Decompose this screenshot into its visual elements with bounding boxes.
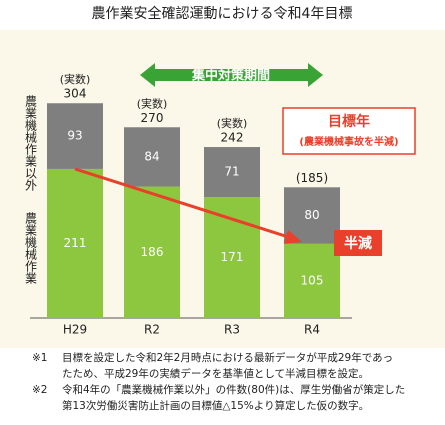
x-tick-label: R3 [224, 323, 240, 337]
bar-segment [124, 186, 180, 318]
trend-arrowhead [284, 229, 302, 244]
bar-segment [47, 103, 103, 169]
target-title: 目標年 [328, 113, 370, 130]
x-tick-label: R4 [304, 323, 320, 337]
period-arrow [140, 63, 323, 87]
legend-label: 農業機械作業 [24, 212, 38, 284]
total-label: (185) [296, 171, 328, 185]
note-line: たため、平成29年の実績データを基準値として半減目標を設定。 [62, 367, 369, 380]
total-label: 270 [141, 111, 164, 125]
segment-label: 105 [301, 273, 324, 287]
segment-label: 171 [221, 250, 244, 264]
note-line: 第13次労働災害防止計画の目標値△15%より算定した仮の数字。 [62, 399, 369, 412]
halve-box [334, 230, 382, 256]
period-label: 集中対策期間 [191, 68, 270, 84]
bar-segment [284, 243, 340, 318]
target-box [282, 107, 416, 155]
segment-label: 84 [144, 149, 159, 163]
segment-label: 93 [67, 129, 82, 143]
segment-label: 186 [141, 245, 164, 259]
bar-segment [204, 147, 260, 198]
segment-label: 211 [64, 236, 87, 250]
bar-segment [204, 197, 260, 318]
target-subtitle: (農業機械事故を半減) [299, 135, 398, 148]
note-line: 目標を設定した令和2年2月時点における最新データが平成29年であっ [62, 351, 393, 364]
actual-note: (実数) [217, 116, 248, 130]
x-tick-label: R2 [144, 323, 160, 337]
legend-label: 農業機械作業以外 [24, 95, 38, 191]
halve-label: 半減 [344, 235, 372, 252]
total-label: 304 [64, 87, 87, 101]
x-tick-label: H29 [63, 323, 87, 337]
note-mark: ※2 [32, 384, 47, 396]
segment-label: 71 [224, 165, 239, 179]
total-label: 242 [221, 131, 244, 145]
chart-title: 農作業安全確認運動における令和4年目標 [92, 5, 353, 22]
segment-label: 80 [304, 208, 319, 222]
actual-note: (実数) [60, 72, 91, 86]
bar-segment [124, 127, 180, 187]
note-mark: ※1 [32, 352, 47, 364]
bar-segment [47, 168, 103, 318]
trend-arrow [74, 167, 295, 241]
note-line: 令和4年の「農業機械作業以外」の件数(80件)は、厚生労働省が策定した [62, 383, 405, 396]
actual-note: (実数) [137, 96, 168, 110]
